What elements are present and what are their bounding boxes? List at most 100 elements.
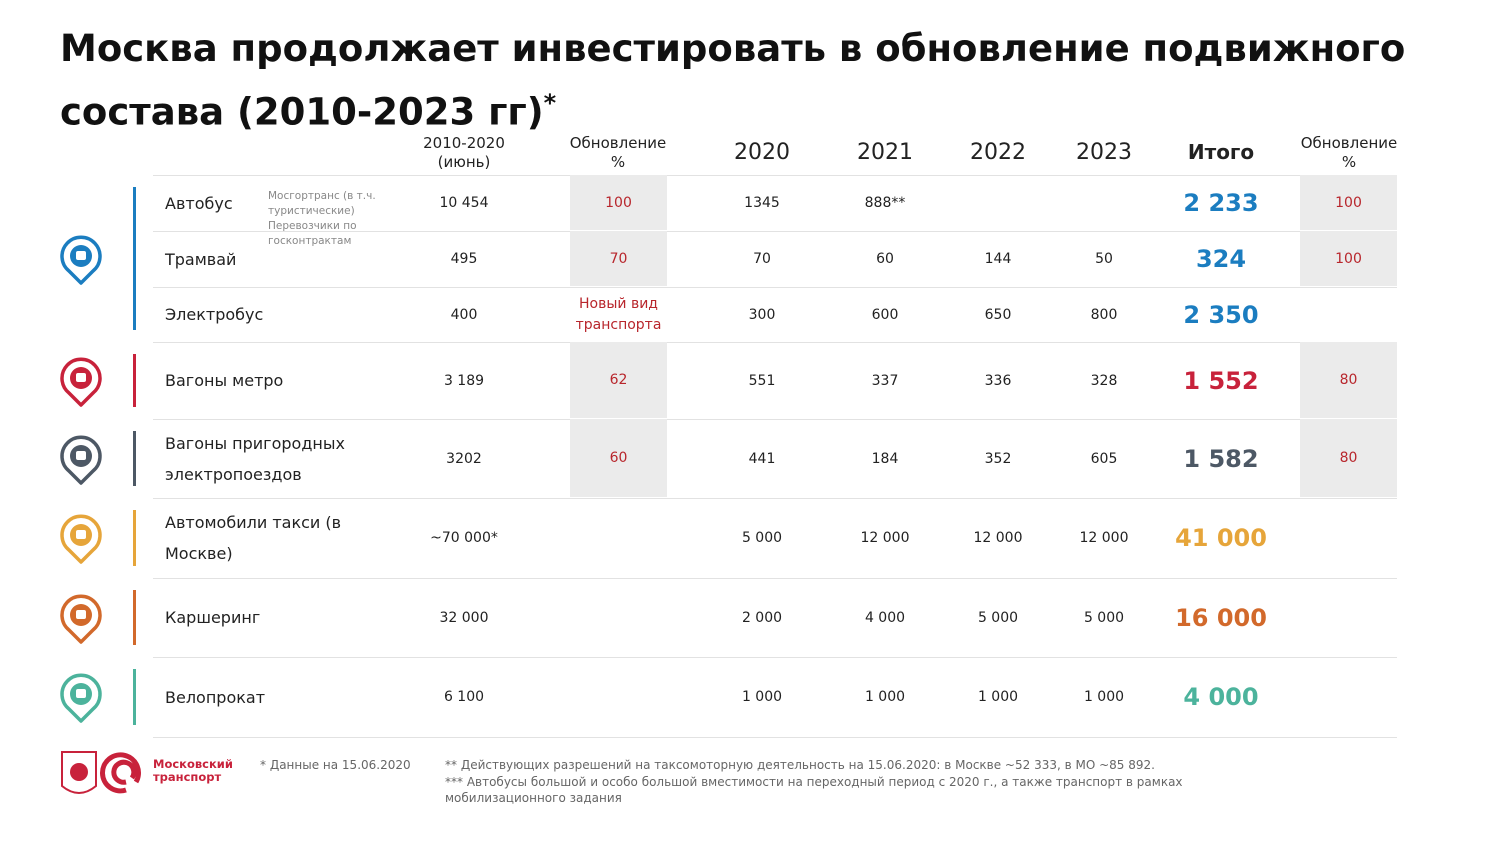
cell-value: 337 [871,372,899,389]
footnote: ** Действующих разрешений на таксомоторн… [445,758,1155,772]
cell-value: 328 [1090,372,1118,389]
column-header: 2021 [857,140,913,165]
cell-value: 10 454 [439,195,489,211]
logo-text: Московский транспорт [153,757,233,784]
row-separator [153,287,1397,288]
group-icon [60,357,102,407]
total-value: 324 [1195,245,1247,273]
title-mark: * [543,89,557,117]
cell-shade [570,231,667,286]
cell-value: 5 000 [741,530,783,546]
cell-shade [1300,175,1397,230]
cell-value: 1 000 [1083,689,1125,705]
cell-value: 352 [984,450,1012,467]
cell-value: 80 [1339,450,1358,466]
cell-value: 800 [1090,306,1118,323]
column-header: 2023 [1076,140,1132,165]
group-icon [60,235,102,285]
cell-shade [1300,419,1397,497]
group-bar [133,187,136,330]
cell-value: 441 [748,450,776,467]
group-icon [60,435,102,485]
cell-shade [570,419,667,497]
row-name: Автомобили такси (в Москве) [165,513,342,563]
footnote: *** Автобусы большой и особо большой вме… [445,774,1183,806]
cell-value: 336 [984,372,1012,389]
cell-value: 400 [450,306,478,323]
cell-value: 1 000 [741,689,783,705]
cell-value: 100 [1335,250,1362,267]
cell-value: 144 [984,251,1012,267]
row-name: Каршеринг [165,608,261,627]
title-text: Москва продолжает инвестировать в обновл… [60,27,1406,134]
cell-value: 600 [871,306,899,323]
cell-value: 3202 [446,450,482,467]
cell-value: 70 [609,250,628,267]
total-value: 4 000 [1183,683,1259,711]
group-bar [133,431,136,486]
row-name: Электробус [165,305,264,324]
column-header: Обновление % [1300,133,1398,171]
total-value: 1 582 [1183,444,1259,473]
cell-value: 605 [1090,450,1118,467]
row-separator [153,657,1397,658]
row-separator [153,419,1397,420]
total-value: 2 233 [1183,189,1259,217]
column-header: Обновление % [569,133,667,171]
total-value: 1 552 [1183,366,1259,395]
cell-value: 100 [605,194,632,211]
cell-value: 1 000 [977,689,1019,705]
cell-value: 888** [864,195,906,211]
cell-value: 50 [1095,251,1113,267]
cell-value: 70 [753,251,771,267]
cell-value: 1 000 [864,689,906,705]
cell-value: 184 [871,450,899,467]
cell-value: 5 000 [1083,609,1125,626]
total-value: 2 350 [1183,300,1259,329]
cell-value: 2 000 [741,609,783,626]
row-separator [153,737,1397,738]
cell-value: 1345 [744,195,780,211]
group-icon [60,673,102,723]
cell-value: 32 000 [439,609,489,626]
cell-shade [1300,231,1397,286]
footnotes: ** Действующих разрешений на таксомоторн… [445,757,1205,807]
cell-value: 300 [748,306,776,323]
cell-value: 6 100 [443,689,485,705]
cell-value: 3 189 [443,372,485,389]
row-note: Мосгортранс (в т.ч. туристические) Перев… [268,190,376,247]
cell-value: 12 000 [1079,530,1129,546]
cell-value: ~70 000* [430,530,498,546]
total-value: 41 000 [1175,524,1267,552]
cell-value: Новый вид транспорта [575,295,662,333]
group-bar [133,669,136,725]
column-header: 2022 [970,140,1026,165]
row-name: Вагоны метро [165,371,284,390]
cell-value: 4 000 [864,609,906,626]
cell-value: 62 [609,372,628,388]
cell-value: 60 [609,450,628,466]
cell-value: 100 [1335,194,1362,211]
group-icon [60,594,102,644]
row-name: Велопрокат [165,687,266,707]
row-name: Трамвай [165,249,237,269]
column-header: 2010-2020 (июнь) [423,133,505,171]
total-value: 16 000 [1175,603,1267,632]
row-separator [153,578,1397,579]
cell-shade [570,342,667,418]
group-bar [133,590,136,645]
slide-title: Москва продолжает инвестировать в обновл… [60,22,1440,139]
footnote: * Данные на 15.06.2020 [260,758,411,772]
cell-shade [570,175,667,230]
row-name: Автобус [165,193,233,213]
cell-value: 60 [876,251,894,267]
group-bar [133,354,136,407]
group-bar [133,510,136,566]
logos [61,751,141,794]
cell-value: 551 [748,372,776,389]
cell-shade [1300,342,1397,418]
row-separator [153,231,1397,232]
cell-value: 5 000 [977,609,1019,626]
group-icon [60,514,102,564]
